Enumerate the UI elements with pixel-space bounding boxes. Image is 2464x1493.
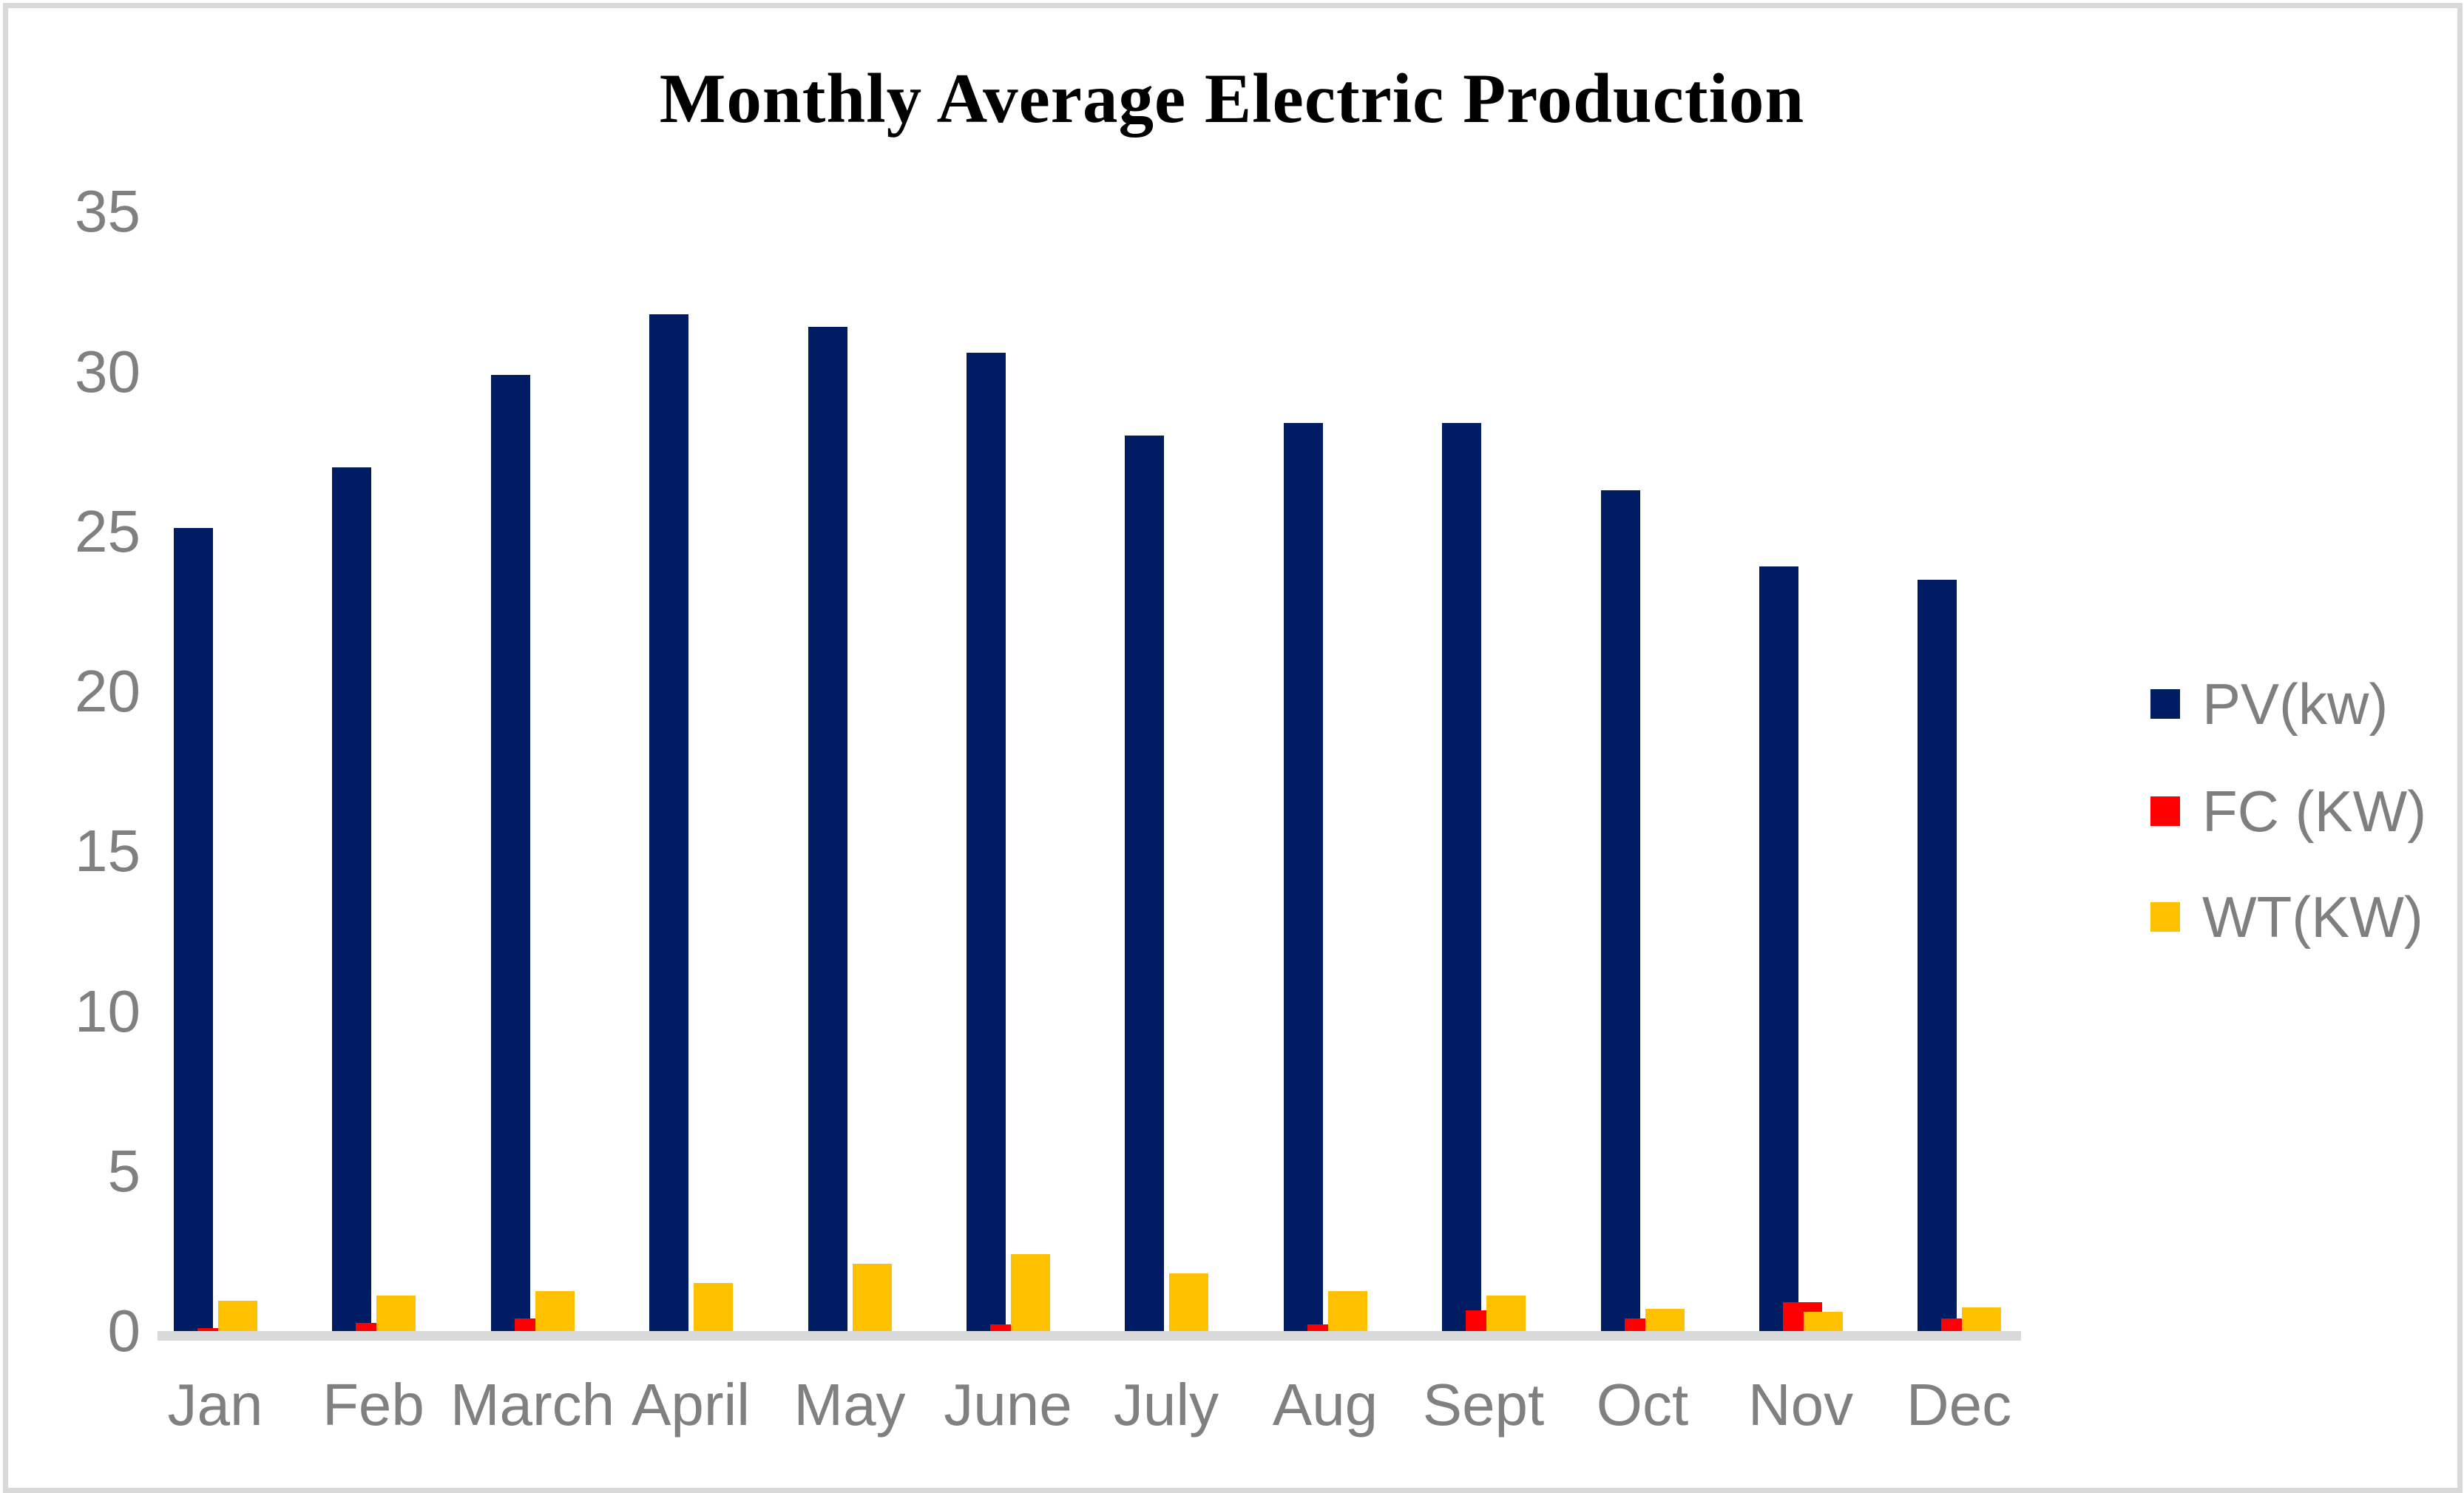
x-axis-tick-label: Aug: [1272, 1372, 1378, 1438]
x-axis-tick-label: March: [450, 1372, 615, 1438]
wt-kw-bar: [1804, 1312, 1843, 1331]
chart-title: Monthly Average Electric Production: [659, 59, 1805, 138]
legend-swatch-wt-kw: [2150, 902, 2180, 932]
x-axis-tick-label: Nov: [1747, 1372, 1854, 1438]
pv-kw-bar: [1601, 490, 1640, 1331]
fc-kw-bar: [1307, 1324, 1347, 1331]
y-axis-tick-label: 30: [75, 338, 141, 404]
x-axis-tick-label: May: [793, 1372, 906, 1438]
pv-kw-bar: [1442, 423, 1481, 1331]
wt-kw-bar: [218, 1301, 257, 1331]
legend-label-wt-kw: WT(KW): [2202, 884, 2423, 949]
wt-kw-bar: [853, 1264, 892, 1331]
y-axis-tick-label: 10: [75, 978, 141, 1044]
x-axis-tick-label: April: [631, 1372, 751, 1438]
wt-kw-bar: [1486, 1296, 1526, 1331]
legend-label-fc-kw: FC (KW): [2202, 779, 2427, 844]
y-axis-tick-label: 15: [75, 818, 141, 884]
x-axis-line: [158, 1331, 2021, 1341]
legend-label-pv-kw: PV(kw): [2202, 671, 2389, 737]
y-axis-tick-label: 25: [75, 498, 141, 564]
wt-kw-bar: [1011, 1254, 1050, 1331]
legend-swatch-fc-kw: [2150, 796, 2180, 826]
y-axis-tick-label: 0: [107, 1298, 141, 1364]
x-axis-tick-label: June: [944, 1372, 1072, 1438]
wt-kw-bar: [1645, 1309, 1685, 1331]
x-axis-tick-label: Jan: [167, 1372, 263, 1438]
fc-kw-bar: [990, 1324, 1029, 1331]
pv-kw-bar: [174, 528, 213, 1331]
fc-kw-bar: [197, 1328, 237, 1331]
x-axis-tick-label: Dec: [1906, 1372, 2012, 1438]
pv-kw-bar: [808, 327, 847, 1331]
pv-kw-bar: [1918, 580, 1957, 1331]
chart-frame-border: [3, 3, 2463, 1493]
wt-kw-bar: [694, 1283, 733, 1331]
y-axis-tick-label: 35: [75, 178, 141, 245]
wt-kw-bar: [535, 1291, 575, 1331]
wt-kw-bar: [376, 1296, 416, 1331]
pv-kw-bar: [1759, 566, 1798, 1331]
x-axis-tick-label: Sept: [1422, 1372, 1545, 1438]
pv-kw-bar: [967, 353, 1006, 1331]
pv-kw-bar: [1125, 436, 1164, 1331]
pv-kw-bar: [332, 467, 371, 1331]
wt-kw-bar: [1962, 1307, 2001, 1331]
pv-kw-bar: [491, 375, 530, 1331]
y-axis-tick-label: 20: [75, 658, 141, 724]
x-axis-tick-label: July: [1113, 1372, 1219, 1438]
y-axis-tick-label: 5: [107, 1137, 141, 1204]
pv-kw-bar: [1284, 423, 1323, 1331]
x-axis-tick-label: Feb: [322, 1372, 424, 1438]
legend-swatch-pv-kw: [2150, 689, 2180, 719]
x-axis-tick-label: Oct: [1596, 1372, 1689, 1438]
wt-kw-bar: [1328, 1291, 1367, 1331]
fc-kw-bar: [356, 1323, 395, 1331]
pv-kw-bar: [649, 314, 688, 1331]
wt-kw-bar: [1169, 1273, 1208, 1331]
